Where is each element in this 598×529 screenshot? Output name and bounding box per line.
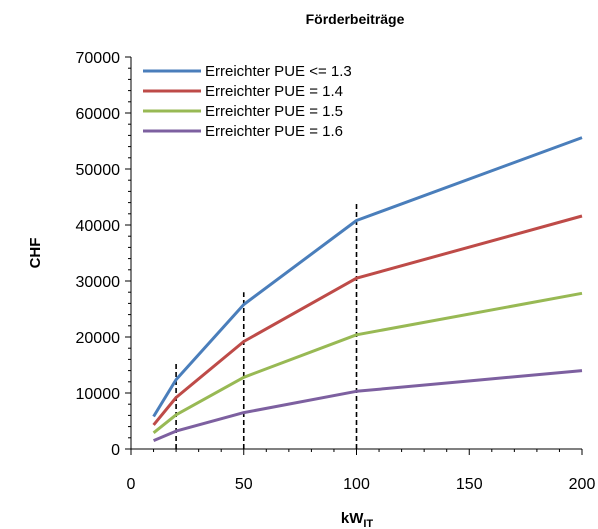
y-axis-title: CHF: [27, 238, 44, 269]
y-tick-label: 50000: [76, 162, 121, 179]
chart-title: Förderbeiträge: [306, 11, 405, 27]
x-tick-label: 0: [127, 476, 136, 493]
y-tick-label: 20000: [76, 330, 121, 347]
y-axis-ticks: 0 10000 20000 30000 40000 50000 60000 70000: [76, 50, 131, 459]
y-tick-label: 60000: [76, 106, 121, 123]
legend-label: Erreichter PUE = 1.5: [205, 103, 343, 120]
y-tick-label: 30000: [76, 274, 121, 291]
legend-label: Erreichter PUE = 1.6: [205, 123, 343, 140]
y-tick-label: 0: [111, 442, 120, 459]
x-axis-title: kWIT: [341, 510, 374, 529]
series-line: [152, 214, 583, 426]
x-axis-ticks: 0 50 100 150 200: [127, 449, 596, 493]
x-tick-label: 100: [343, 476, 370, 493]
series-lines: [152, 136, 583, 442]
plot-area: 0 10000 20000 30000 40000 50000 60000 70000 0 50…: [76, 50, 596, 493]
x-tick-label: 50: [235, 476, 253, 493]
reference-lines: [175, 202, 358, 449]
series-line: [152, 291, 583, 434]
legend: Erreichter PUE <= 1.3 Erreichter PUE = 1.…: [143, 63, 352, 140]
legend-label: Erreichter PUE = 1.4: [205, 83, 343, 100]
x-axis-title-main: kW: [341, 510, 364, 527]
y-tick-label: 70000: [76, 50, 121, 67]
series-line: [153, 369, 583, 442]
y-tick-label: 10000: [76, 386, 121, 403]
y-tick-label: 40000: [76, 218, 121, 235]
x-axis-title-subscript: IT: [363, 518, 373, 529]
x-tick-label: 200: [569, 476, 596, 493]
series-line: [152, 136, 583, 418]
legend-label: Erreichter PUE <= 1.3: [205, 63, 352, 80]
x-tick-label: 150: [456, 476, 483, 493]
